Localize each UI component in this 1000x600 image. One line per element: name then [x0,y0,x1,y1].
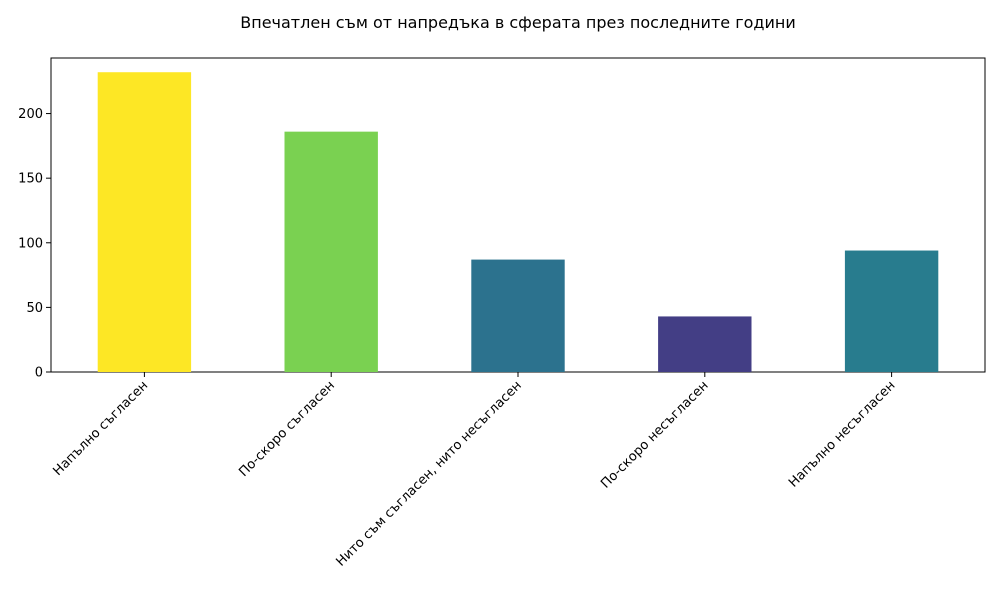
y-tick-label: 150 [18,172,43,187]
bar [97,72,192,372]
x-tick-label: По-скоро несъгласен [598,378,711,491]
bar [658,316,752,372]
chart-title: Впечатлен съм от напредъка в сферата пре… [240,13,795,32]
bar [844,250,939,372]
x-tick-label: Нито съм съгласен, нито несъгласен [333,378,524,569]
bar [471,259,565,372]
y-tick-label: 200 [18,107,43,122]
y-tick-label: 0 [35,366,43,381]
x-tick-label: Напълно несъгласен [786,378,898,490]
x-tick-label: Напълно съгласен [51,378,152,479]
y-axis: 0 50 100 150 200 [18,107,51,381]
bar [284,131,378,372]
x-tick-label: По-скоро съгласен [236,378,338,480]
y-tick-label: 50 [26,301,43,316]
y-tick-label: 100 [18,236,43,251]
bars-group [97,72,939,372]
